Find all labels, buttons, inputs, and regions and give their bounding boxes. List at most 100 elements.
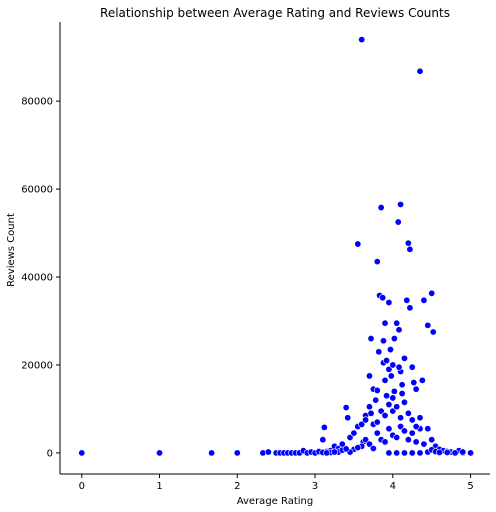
data-point bbox=[404, 409, 412, 417]
data-point bbox=[393, 319, 401, 327]
data-point bbox=[416, 414, 424, 422]
data-point bbox=[379, 294, 387, 302]
data-point bbox=[375, 348, 383, 356]
data-point bbox=[410, 379, 418, 387]
data-point bbox=[344, 414, 352, 422]
data-point bbox=[395, 326, 403, 334]
data-point bbox=[358, 420, 366, 428]
data-point bbox=[403, 296, 411, 304]
data-point bbox=[365, 403, 373, 411]
data-point bbox=[342, 404, 350, 412]
data-point bbox=[389, 361, 397, 369]
data-point bbox=[395, 363, 403, 371]
data-point bbox=[412, 438, 420, 446]
data-point bbox=[393, 449, 401, 457]
data-point bbox=[420, 440, 428, 448]
x-axis-label: Average Rating bbox=[237, 496, 313, 507]
data-point bbox=[354, 444, 362, 452]
data-point bbox=[424, 321, 432, 329]
data-point bbox=[390, 335, 398, 343]
data-point bbox=[428, 436, 436, 444]
data-point bbox=[379, 337, 387, 345]
data-point bbox=[400, 427, 408, 435]
data-point bbox=[320, 423, 328, 431]
data-point bbox=[416, 67, 424, 75]
data-point bbox=[397, 423, 405, 431]
data-point bbox=[367, 335, 375, 343]
x-tick-label: 4 bbox=[390, 481, 396, 492]
data-point bbox=[373, 258, 381, 266]
data-point bbox=[383, 357, 391, 365]
data-point bbox=[381, 319, 389, 327]
data-point bbox=[373, 429, 381, 437]
data-point bbox=[389, 407, 397, 415]
y-tick-label: 60000 bbox=[21, 185, 53, 196]
data-point bbox=[319, 436, 327, 444]
data-point bbox=[346, 434, 354, 442]
data-point bbox=[362, 416, 370, 424]
data-point bbox=[362, 436, 370, 444]
x-tick-label: 2 bbox=[234, 481, 240, 492]
y-tick-label: 20000 bbox=[21, 360, 53, 371]
data-point bbox=[365, 440, 373, 448]
data-point bbox=[408, 449, 416, 457]
data-point bbox=[406, 245, 414, 253]
data-point bbox=[404, 239, 412, 247]
data-point bbox=[397, 200, 405, 208]
data-point bbox=[385, 425, 393, 433]
data-point bbox=[342, 445, 350, 453]
data-point bbox=[412, 385, 420, 393]
data-point bbox=[428, 289, 436, 297]
data-point bbox=[385, 449, 393, 457]
data-point bbox=[330, 448, 338, 456]
data-point bbox=[208, 449, 216, 457]
data-point bbox=[397, 414, 405, 422]
data-point bbox=[408, 429, 416, 437]
data-point bbox=[393, 434, 401, 442]
data-point bbox=[373, 418, 381, 426]
data-point bbox=[372, 396, 380, 404]
data-point bbox=[369, 444, 377, 452]
data-point bbox=[350, 429, 358, 437]
y-tick-label: 40000 bbox=[21, 273, 53, 284]
data-point bbox=[377, 204, 385, 212]
y-axis-label: Reviews Count bbox=[6, 213, 17, 287]
data-point bbox=[323, 449, 331, 457]
data-point bbox=[78, 449, 86, 457]
data-point bbox=[385, 365, 393, 373]
x-tick-label: 1 bbox=[156, 481, 162, 492]
data-point bbox=[406, 304, 414, 312]
data-point bbox=[386, 346, 394, 354]
data-point bbox=[233, 449, 241, 457]
data-point bbox=[424, 425, 432, 433]
data-point bbox=[400, 354, 408, 362]
y-tick-label: 80000 bbox=[21, 97, 53, 108]
data-point bbox=[416, 449, 424, 457]
data-point bbox=[365, 372, 373, 380]
x-tick-label: 5 bbox=[467, 481, 473, 492]
data-point bbox=[381, 412, 389, 420]
data-point bbox=[389, 394, 397, 402]
data-point bbox=[404, 436, 412, 444]
data-point bbox=[459, 448, 467, 456]
data-point bbox=[390, 387, 398, 395]
data-point bbox=[467, 449, 475, 457]
data-point bbox=[385, 299, 393, 307]
data-point bbox=[367, 409, 375, 417]
data-point bbox=[398, 390, 406, 398]
x-tick-label: 3 bbox=[312, 481, 318, 492]
data-point bbox=[156, 449, 164, 457]
x-tick-label: 0 bbox=[79, 481, 85, 492]
data-point bbox=[429, 328, 437, 336]
data-point bbox=[354, 240, 362, 248]
data-point bbox=[408, 416, 416, 424]
data-point bbox=[394, 218, 402, 226]
data-point bbox=[393, 403, 401, 411]
data-point bbox=[400, 449, 408, 457]
data-point bbox=[358, 36, 366, 44]
data-point bbox=[398, 381, 406, 389]
data-point bbox=[377, 407, 385, 415]
data-point bbox=[373, 386, 381, 394]
data-point bbox=[264, 448, 272, 456]
